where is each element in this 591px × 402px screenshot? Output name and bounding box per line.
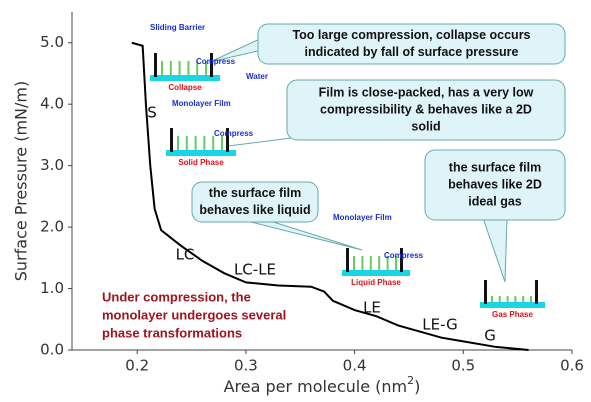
barrier	[484, 280, 487, 304]
callout-text: the surface film	[209, 186, 301, 200]
callout-tail	[242, 219, 363, 251]
y-tick-label: 4.0	[40, 95, 64, 113]
note-line: phase transformations	[102, 325, 242, 340]
callout-text: ideal gas	[468, 194, 522, 208]
x-axis-label-part: 2	[407, 374, 414, 387]
barrier	[210, 53, 213, 77]
callout-text: solid	[411, 119, 440, 133]
callout-tail	[227, 137, 292, 147]
inset-label: Monolayer Film	[172, 99, 231, 108]
inset-phase: Collapse	[168, 83, 202, 92]
callout-text: compressibility & behaves like a 2D	[320, 102, 532, 116]
inset-label: Water	[246, 72, 268, 81]
callout-text: behaves like liquid	[199, 203, 310, 217]
x-tick-label: 0.3	[234, 357, 258, 375]
x-axis-label-part: )	[414, 377, 420, 396]
callout-text: Too large compression, collapse occurs	[292, 28, 530, 42]
phase-label: S	[147, 104, 157, 122]
inset-label: Sliding Barrier	[150, 23, 205, 32]
y-tick-label: 2.0	[40, 218, 64, 236]
phase-label: LE-G	[422, 316, 457, 334]
callout-text: behaves like 2D	[448, 177, 542, 191]
x-tick-label: 0.4	[343, 357, 367, 375]
trough	[342, 270, 410, 276]
x-axis-label-part: Area per molecule (nm	[224, 377, 408, 396]
callout-text: the surface film	[449, 160, 541, 174]
note-line: Under compression, the	[102, 289, 251, 304]
callout-tail	[482, 217, 508, 283]
phase-label: LC	[176, 246, 195, 264]
trough	[166, 150, 236, 156]
isotherm-line	[131, 41, 529, 351]
barrier	[346, 248, 349, 272]
inset-label: Compress	[196, 57, 236, 66]
barrier	[535, 280, 538, 304]
note-line: monolayer undergoes several	[102, 307, 286, 322]
callout-box	[191, 181, 319, 223]
y-axis-label: Surface Pressure (mN/m)	[12, 81, 31, 281]
y-tick-label: 0.0	[40, 341, 64, 359]
trough	[150, 75, 220, 81]
barrier	[226, 128, 229, 152]
callout-box	[257, 23, 566, 65]
callout-box	[286, 79, 566, 141]
callout-text: indicated by fall of surface pressure	[305, 45, 519, 59]
inset-label: Monolayer Film	[333, 213, 392, 222]
inset-label: Compress	[214, 129, 254, 138]
inset-phase: Liquid Phase	[351, 278, 401, 287]
inset-phase: Solid Phase	[178, 158, 224, 167]
x-axis-label: Area per molecule (nm2)	[224, 374, 421, 396]
y-tick-label: 3.0	[40, 156, 64, 174]
barrier	[154, 53, 157, 77]
y-tick-label: 1.0	[40, 279, 64, 297]
phase-label: LE	[363, 299, 381, 317]
inset-phase: Gas Phase	[492, 310, 533, 319]
trough	[480, 302, 545, 308]
phase-label: LC-LE	[234, 261, 276, 279]
y-tick-label: 5.0	[40, 33, 64, 51]
x-tick-label: 0.2	[125, 357, 149, 375]
callout-box	[424, 149, 566, 221]
x-tick-label: 0.5	[451, 357, 475, 375]
x-tick-label: 0.6	[560, 357, 584, 375]
barrier	[400, 248, 403, 272]
callout-text: Film is close-packed, has a very low	[319, 85, 534, 99]
barrier	[170, 128, 173, 152]
inset-label: Compress	[384, 251, 424, 260]
phase-label: G	[484, 327, 496, 345]
